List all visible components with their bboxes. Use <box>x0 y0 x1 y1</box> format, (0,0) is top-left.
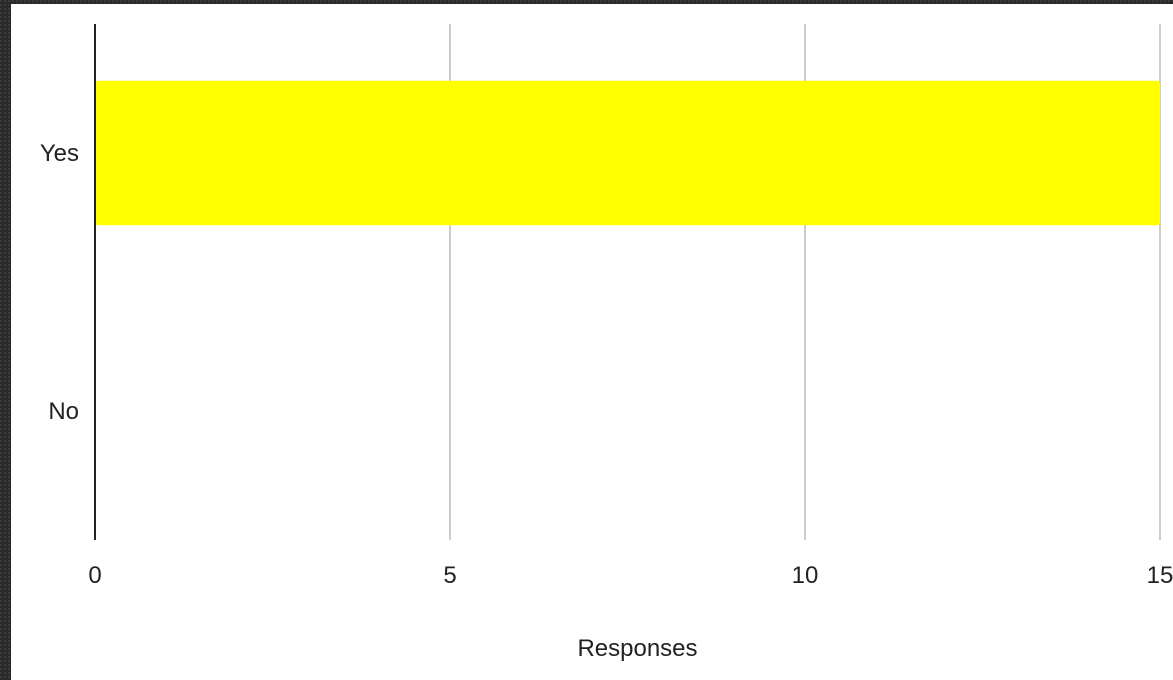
x-tick-label: 10 <box>792 562 819 589</box>
chart-panel: Yes No 0 5 10 15 Responses <box>11 4 1173 680</box>
x-tick-labels: 0 5 10 15 <box>88 562 1173 589</box>
x-tick-label: 15 <box>1147 562 1173 589</box>
x-tick-label: 5 <box>443 562 456 589</box>
y-tick-label-no: No <box>48 398 79 425</box>
y-tick-label-yes: Yes <box>40 140 79 167</box>
x-tick-label: 0 <box>88 562 101 589</box>
bar-chart: Yes No 0 5 10 15 Responses <box>40 24 1173 662</box>
bars <box>95 80 1160 226</box>
x-axis-title: Responses <box>577 635 697 662</box>
bar-yes <box>95 80 1160 226</box>
y-tick-labels: Yes No <box>40 140 79 425</box>
